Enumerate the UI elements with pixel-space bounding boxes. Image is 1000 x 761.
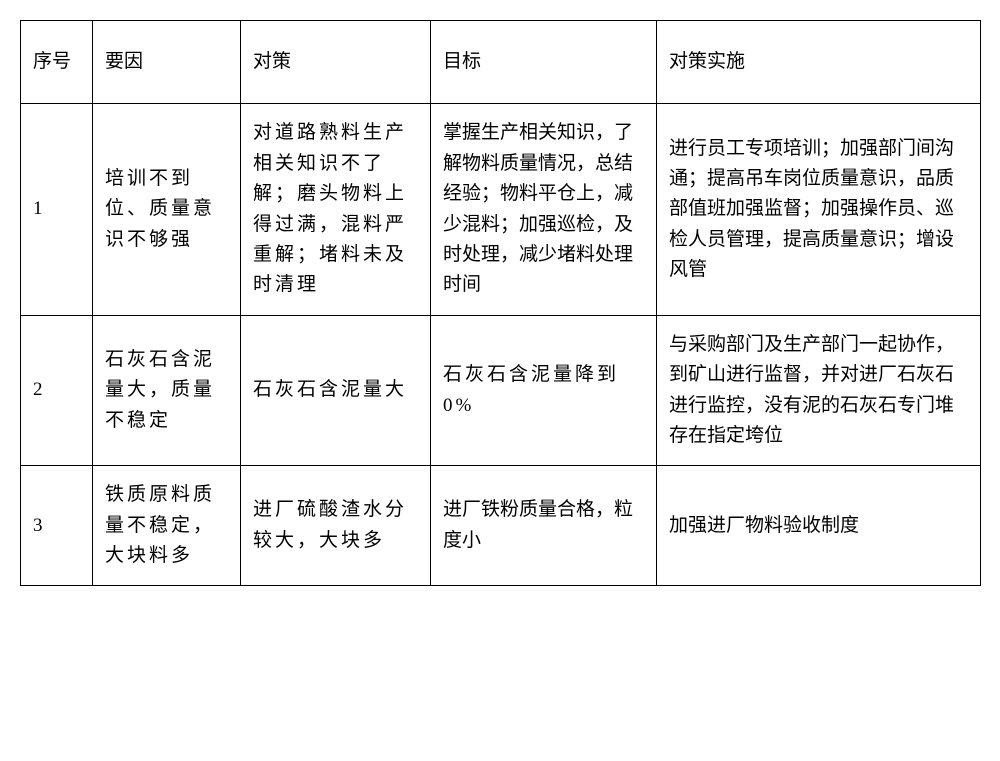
col-header-implementation: 对策实施 [657,21,981,104]
cell-implementation: 进行员工专项培训；加强部门间沟通；提高吊车岗位质量意识，品质部值班加强监督；加强… [657,104,981,315]
cell-seq: 2 [21,315,93,466]
cell-countermeasure: 进厂硫酸渣水分较大，大块多 [241,466,431,586]
col-header-cause: 要因 [93,21,241,104]
cell-cause: 培训不到位、质量意识不够强 [93,104,241,315]
col-header-seq: 序号 [21,21,93,104]
cell-seq: 1 [21,104,93,315]
col-header-countermeasure: 对策 [241,21,431,104]
table-row: 2 石灰石含泥量大，质量不稳定 石灰石含泥量大 石灰石含泥量降到 0% 与采购部… [21,315,981,466]
cell-cause: 铁质原料质量不稳定，大块料多 [93,466,241,586]
cell-implementation: 与采购部门及生产部门一起协作，到矿山进行监督，并对进厂石灰石进行监控，没有泥的石… [657,315,981,466]
cell-target: 进厂铁粉质量合格，粒度小 [431,466,657,586]
cell-target: 石灰石含泥量降到 0% [431,315,657,466]
countermeasures-table: 序号 要因 对策 目标 对策实施 1 培训不到位、质量意识不够强 对道路熟料生产… [20,20,981,586]
col-header-target: 目标 [431,21,657,104]
table-header-row: 序号 要因 对策 目标 对策实施 [21,21,981,104]
cell-target: 掌握生产相关知识，了解物料质量情况，总结经验；物料平仓上，减少混料；加强巡检，及… [431,104,657,315]
cell-implementation: 加强进厂物料验收制度 [657,466,981,586]
cell-countermeasure: 对道路熟料生产相关知识不了解；磨头物料上得过满，混料严重解；堵料未及时清理 [241,104,431,315]
table-row: 3 铁质原料质量不稳定，大块料多 进厂硫酸渣水分较大，大块多 进厂铁粉质量合格，… [21,466,981,586]
cell-countermeasure: 石灰石含泥量大 [241,315,431,466]
table-row: 1 培训不到位、质量意识不够强 对道路熟料生产相关知识不了解；磨头物料上得过满，… [21,104,981,315]
cell-seq: 3 [21,466,93,586]
cell-cause: 石灰石含泥量大，质量不稳定 [93,315,241,466]
